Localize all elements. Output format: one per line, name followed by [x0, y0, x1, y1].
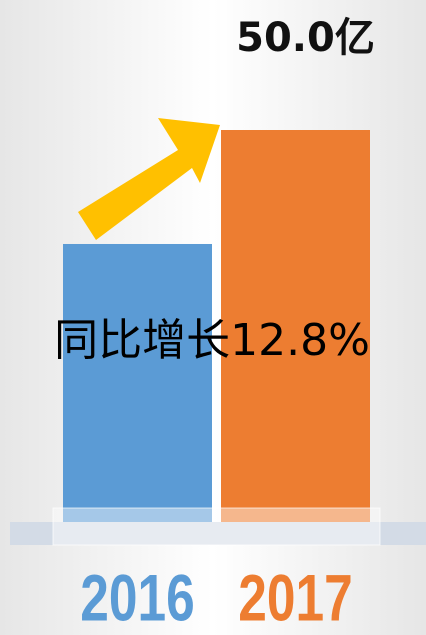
bar-group	[63, 130, 370, 543]
growth-arrow	[78, 118, 220, 240]
base-glass	[52, 507, 381, 546]
bar	[63, 243, 212, 543]
annotation: 同比增长12.8%	[54, 315, 370, 366]
value-label: 50.0亿	[236, 15, 375, 61]
bar	[221, 130, 370, 543]
x-tick-label: 2016	[80, 560, 194, 635]
base-strip	[10, 522, 426, 545]
x-tick-label: 2017	[238, 560, 352, 635]
